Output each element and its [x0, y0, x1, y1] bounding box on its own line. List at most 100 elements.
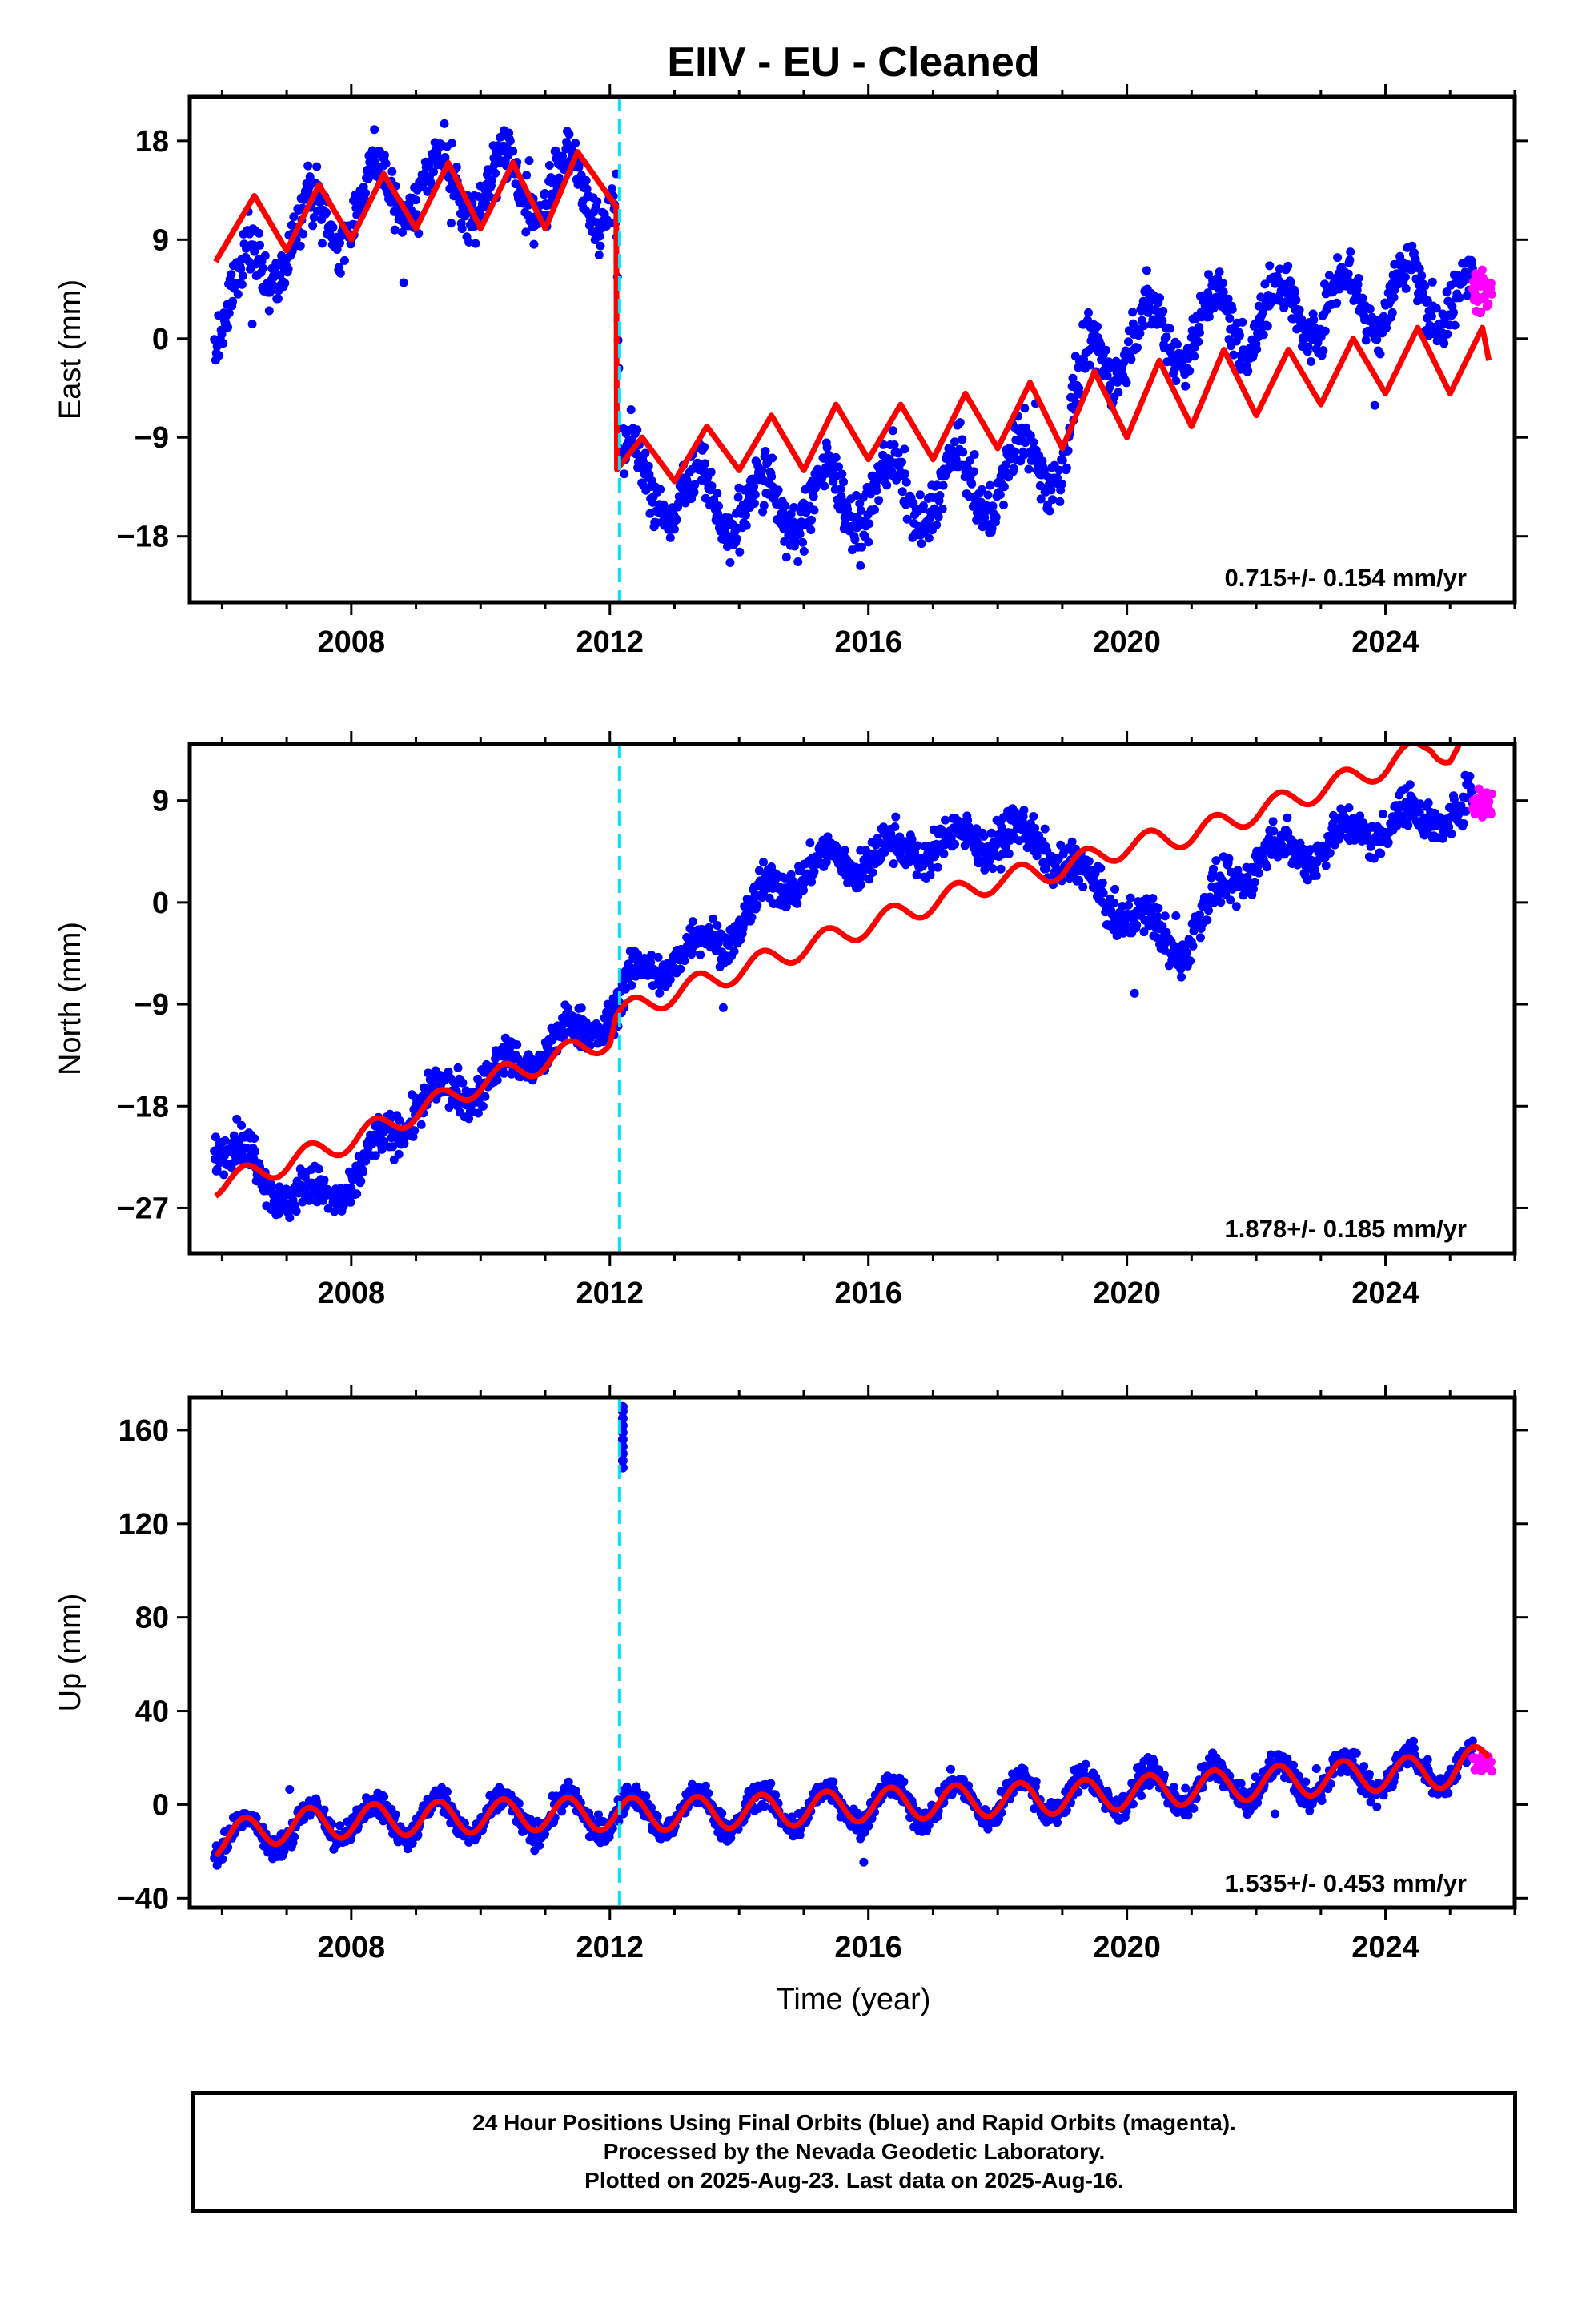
data-point: [1058, 456, 1067, 465]
data-point: [958, 448, 968, 457]
x-tick-label: 2016: [834, 625, 902, 659]
data-point: [260, 251, 270, 260]
data-point: [926, 870, 935, 879]
data-point: [749, 481, 759, 491]
data-point: [505, 136, 515, 146]
data-point: [1124, 900, 1133, 910]
data-point: [1238, 317, 1247, 327]
data-point: [1158, 316, 1167, 325]
data-point: [551, 146, 560, 155]
data-point: [1439, 339, 1449, 348]
data-point: [1383, 838, 1393, 847]
rapid-point: [1487, 289, 1496, 299]
data-point: [997, 822, 1006, 832]
data-point: [388, 1142, 398, 1152]
data-point: [379, 1792, 389, 1802]
data-point: [757, 465, 767, 475]
data-point: [1286, 278, 1295, 287]
data-point: [387, 167, 397, 176]
data-point: [237, 1120, 247, 1130]
data-point: [1216, 898, 1226, 907]
data-point: [1160, 911, 1170, 921]
data-point: [733, 493, 743, 502]
data-point: [1171, 376, 1181, 385]
data-point: [1420, 281, 1430, 291]
data-point: [970, 450, 979, 459]
rapid-point: [1486, 279, 1496, 288]
data-point: [1132, 920, 1142, 930]
data-point: [761, 447, 770, 456]
model-line-east: [213, 149, 1492, 485]
data-point: [689, 488, 699, 497]
data-point: [1098, 878, 1107, 887]
data-point: [809, 492, 818, 501]
data-point: [983, 490, 993, 500]
data-point: [1450, 320, 1460, 330]
data-point: [563, 1003, 572, 1013]
data-point: [647, 951, 656, 960]
data-point: [807, 515, 817, 525]
data-point: [1190, 352, 1199, 361]
data-point: [1303, 342, 1313, 352]
data-point: [1063, 446, 1073, 456]
data-point: [939, 849, 949, 858]
data-point: [1225, 313, 1235, 323]
data-point: [1345, 255, 1355, 265]
data-point: [1090, 869, 1100, 879]
data-point: [458, 1078, 468, 1088]
data-point: [478, 1101, 488, 1111]
data-point: [644, 461, 653, 471]
data-point: [1423, 798, 1433, 808]
data-point: [1021, 438, 1030, 448]
data-point: [1320, 326, 1330, 336]
x-axis-label: Time (year): [777, 1983, 931, 2016]
data-point: [352, 1189, 362, 1199]
data-point: [646, 958, 656, 967]
chart-title: EIIV - EU - Cleaned: [667, 39, 1039, 86]
data-point: [1283, 813, 1292, 822]
data-point: [700, 442, 709, 452]
data-point: [1055, 497, 1065, 506]
data-point: [1268, 817, 1278, 826]
data-point: [1361, 336, 1371, 345]
data-point: [999, 501, 1008, 509]
data-point: [1370, 400, 1379, 410]
data-point: [707, 481, 717, 491]
data-point: [1153, 912, 1162, 921]
data-point: [767, 472, 777, 481]
data-point: [356, 1176, 366, 1186]
data-point: [1387, 308, 1397, 317]
data-point: [1102, 345, 1110, 355]
data-point: [285, 1785, 295, 1794]
data-point: [857, 880, 865, 890]
data-point: [704, 1788, 713, 1798]
data-point: [768, 453, 777, 463]
data-point: [960, 841, 970, 850]
data-point: [471, 239, 480, 248]
data-point: [1226, 895, 1235, 905]
data-point: [1054, 465, 1064, 475]
data-point: [1045, 506, 1054, 516]
data-point: [850, 535, 860, 545]
data-point: [1344, 803, 1354, 813]
data-point: [1024, 464, 1034, 474]
data-point: [897, 487, 907, 497]
data-point: [361, 1156, 371, 1166]
data-point: [379, 151, 389, 160]
data-point: [485, 192, 495, 202]
data-point: [1139, 927, 1149, 937]
data-point: [303, 161, 313, 171]
data-point: [834, 462, 843, 472]
data-point: [1259, 330, 1268, 340]
data-point: [1378, 810, 1387, 818]
data-point: [290, 1832, 299, 1842]
data-point: [732, 534, 741, 544]
final-orbit-points-up: [210, 1401, 1477, 1870]
data-point: [1171, 911, 1181, 920]
rapid-point: [1487, 789, 1496, 798]
data-point: [283, 264, 293, 274]
data-point: [576, 1003, 586, 1013]
rapid-point: [1480, 292, 1490, 301]
